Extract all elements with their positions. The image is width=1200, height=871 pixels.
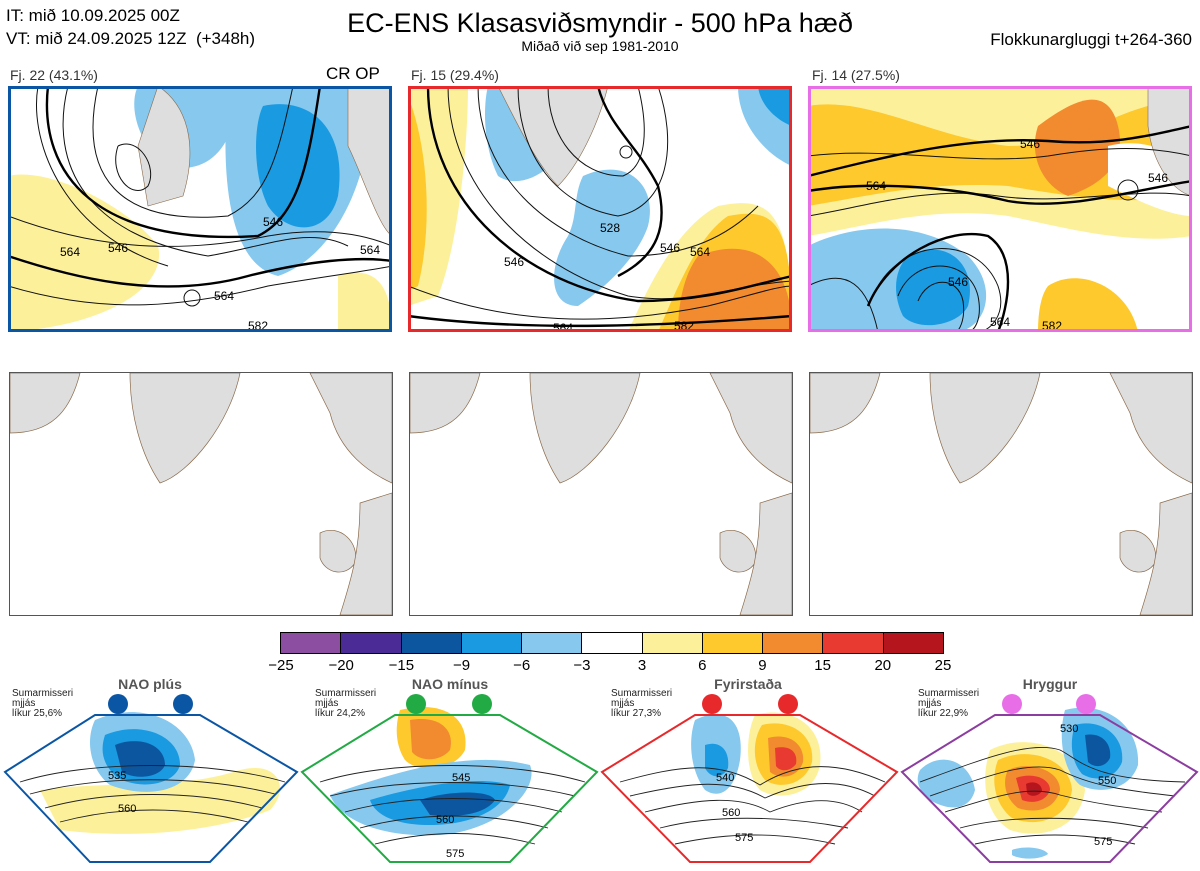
p2-contour-label-5: 564 [553,321,573,332]
p3-contour-label-1: 546 [1020,137,1040,151]
regime-1-name: NAO plús [118,676,182,692]
p1-contour-label-6: 582 [248,319,268,332]
p2-contour-label-2: 546 [504,255,524,269]
colorbar-segment [341,633,402,653]
colorbar-tick-label: 15 [814,657,831,674]
p3-contour-label-5: 564 [990,315,1010,329]
r2-contour-label-1: 545 [452,772,470,784]
r1-contour-label-2: 560 [118,803,136,815]
panel-1-label: Fj. 22 (43.1%) [10,67,98,83]
p3-contour-label-3: 546 [1148,171,1168,185]
colorbar-segment [642,633,703,653]
regime-3-info: Sumarmisseri mjjás líkur 27,3% [611,688,673,719]
colorbar-tick-label: 3 [637,657,647,674]
colorbar-segment [582,633,643,653]
page-title: EC-ENS Klasasviðsmyndir - 500 hPa hæð [347,8,853,38]
p3-contour-label-4: 546 [948,275,968,289]
r1-contour-label-1: 535 [108,770,126,782]
regime-map-nao-minus: 545 560 575 [300,694,599,863]
valid-time: VT: mið 24.09.2025 12Z (+348h) [6,29,256,48]
base-map-1 [9,372,393,616]
cluster-map-3: 546 564 546 546 564 582 [808,86,1192,332]
regime-4-info: Sumarmisseri mjjás líkur 22,9% [918,688,980,719]
colorbar-tick-label: −15 [388,657,415,674]
colorbar-tick-label: 25 [934,657,952,674]
page-subtitle: Miðað við sep 1981-2010 [521,38,679,54]
r3-contour-label-1: 540 [716,772,734,784]
p3-contour-label-6: 582 [1042,319,1062,332]
regime-3-name: Fyrirstaða [714,676,782,692]
init-time: IT: mið 10.09.2025 00Z [6,6,180,25]
p1-contour-label-4: 564 [214,289,234,303]
panel-1-extra: CR OP [326,64,380,83]
colorbar [280,632,944,654]
colorbar-tick-label: 6 [698,657,707,674]
regime-4-name: Hryggur [1022,676,1078,692]
colorbar-tick-label: −3 [573,657,591,674]
colorbar-segment [401,633,462,653]
regime-map-nao-plus: 535 560 [3,694,299,863]
colorbar-segment [823,633,884,653]
colorbar-segment [461,633,523,653]
regime-2-info: Sumarmisseri mjjás líkur 24,2% [315,688,377,719]
cluster-1-frame [8,86,392,332]
regime-maps: 535 560 545 560 575 [3,694,1199,863]
cluster-map-2: 528 546 546 564 564 582 [408,86,792,332]
colorbar-segment [702,633,764,653]
p1-contour-label-5: 564 [360,243,380,257]
base-map-2 [409,372,793,616]
cluster-3-frame [808,86,1192,332]
r2-contour-label-2: 560 [436,814,454,826]
r3-contour-label-3: 575 [735,832,753,844]
p2-contour-label-4: 564 [690,245,710,259]
colorbar-tick-label: −25 [268,657,294,674]
p3-contour-label-2: 564 [866,179,886,193]
r3-contour-label-2: 560 [722,807,740,819]
colorbar-segment [763,633,824,653]
colorbar-segment [883,633,943,653]
panel-2-label: Fj. 15 (29.4%) [411,67,499,83]
colorbar-tick-label: −9 [452,657,471,674]
header-dates: IT: mið 10.09.2025 00Z VT: mið 24.09.202… [6,4,255,50]
p2-contour-label-3: 546 [660,241,680,255]
p2-contour-label-1: 528 [600,221,620,235]
regime-1-info: Sumarmisseri mjjás líkur 25,6% [12,688,74,719]
colorbar-tick-label: 20 [874,657,892,674]
p1-contour-label-3: 564 [60,245,80,259]
p2-contour-label-6: 582 [674,319,694,332]
panel-3-label: Fj. 14 (27.5%) [812,67,900,83]
p1-contour-label-2: 546 [263,215,283,229]
regime-map-block: 540 560 575 [600,694,899,863]
base-map-3 [809,372,1193,616]
window-label: Flokkunargluggi t+264-360 [990,30,1192,49]
r4-contour-label-2: 550 [1098,775,1116,787]
colorbar-segment [522,633,583,653]
colorbar-tick-label: −6 [513,657,531,674]
colorbar-segment [281,633,342,653]
r2-contour-label-3: 575 [446,848,464,860]
cluster-2-frame [408,86,792,332]
colorbar-tick-label: −20 [328,657,354,674]
r4-contour-label-3: 575 [1094,836,1112,848]
regime-2-name: NAO mínus [411,676,489,692]
p1-contour-label-1: 546 [108,241,128,255]
colorbar-tick-label: 9 [758,657,767,674]
cluster-map-1: 546 546 564 564 564 582 [8,86,392,332]
r4-contour-label-1: 530 [1060,723,1078,735]
regime-map-ridge: 530 550 575 [900,694,1199,863]
